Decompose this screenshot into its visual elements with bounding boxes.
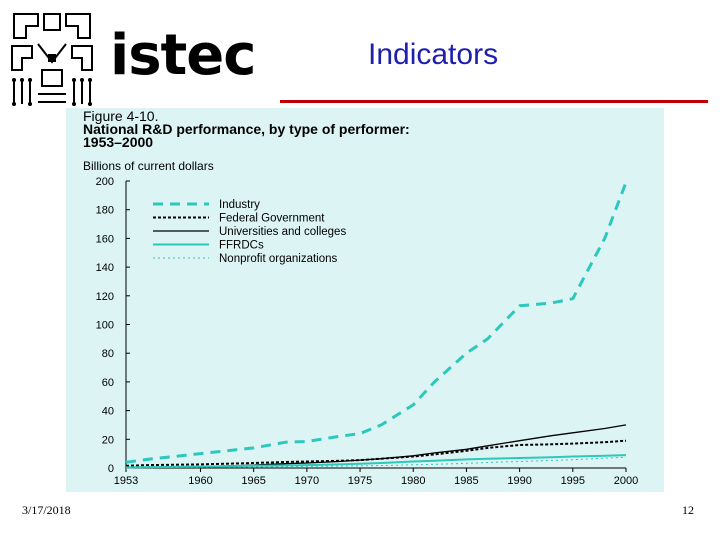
- y-tick-label: 20: [102, 434, 114, 446]
- x-tick-label: 1965: [241, 475, 265, 487]
- slide-title: Indicators: [368, 38, 499, 71]
- x-tick-label: 1980: [401, 475, 425, 487]
- chart-title-years: 1953–2000: [83, 134, 154, 150]
- legend-label-industry: Industry: [219, 199, 260, 211]
- x-tick-label: 2000: [614, 475, 638, 487]
- legend-label-ffrdcs: FFRDCs: [219, 240, 264, 252]
- y-tick-label: 200: [96, 176, 114, 188]
- y-tick-label: 140: [96, 262, 114, 274]
- series-line-industry: [125, 181, 628, 464]
- y-tick-label: 60: [102, 377, 114, 389]
- y-tick-label: 160: [96, 233, 114, 245]
- series-line-nonprofit-organizations: [125, 456, 627, 469]
- x-tick-label: 1970: [295, 475, 319, 487]
- x-tick-label: 1990: [507, 475, 531, 487]
- y-tick-label: 0: [108, 463, 114, 475]
- legend-label-federal-government: Federal Government: [219, 213, 325, 225]
- figure-label: Figure 4-10.: [83, 108, 159, 124]
- figure-panel: [66, 108, 664, 492]
- y-tick-label: 180: [96, 205, 114, 217]
- chart-title: National R&D performance, by type of per…: [83, 121, 410, 137]
- y-tick-label: 100: [96, 320, 114, 332]
- footer-date: 3/17/2018: [22, 503, 71, 517]
- legend-label-universities-and-colleges: Universities and colleges: [219, 226, 346, 238]
- rd-performance-chart: 0 20 40 60 80 100 120 140 160 180 200 1953 1960 1965 1…: [96, 176, 639, 487]
- y-axis-label: Billions of current dollars: [83, 159, 214, 173]
- y-tick-label: 120: [96, 291, 114, 303]
- y-tick-label: 40: [102, 406, 114, 418]
- y-tick-label: 80: [102, 348, 114, 360]
- x-tick-label: 1960: [188, 475, 212, 487]
- series-line-ffrdcs: [125, 454, 627, 469]
- legend-label-nonprofit-organizations: Nonprofit organizations: [219, 253, 338, 265]
- figure-caption: Figure 4-10. National R&D performance, b…: [83, 108, 410, 150]
- x-tick-label: 1995: [561, 475, 585, 487]
- x-tick-label: 1975: [348, 475, 372, 487]
- istec-logo-text: istec: [110, 23, 256, 88]
- page-number: 12: [682, 503, 694, 517]
- title-divider: [280, 100, 708, 103]
- istec-emblem-icon: [11, 13, 93, 106]
- series-line-universities-and-colleges: [125, 424, 627, 469]
- x-tick-label: 1953: [114, 475, 138, 487]
- x-tick-label: 1985: [454, 475, 478, 487]
